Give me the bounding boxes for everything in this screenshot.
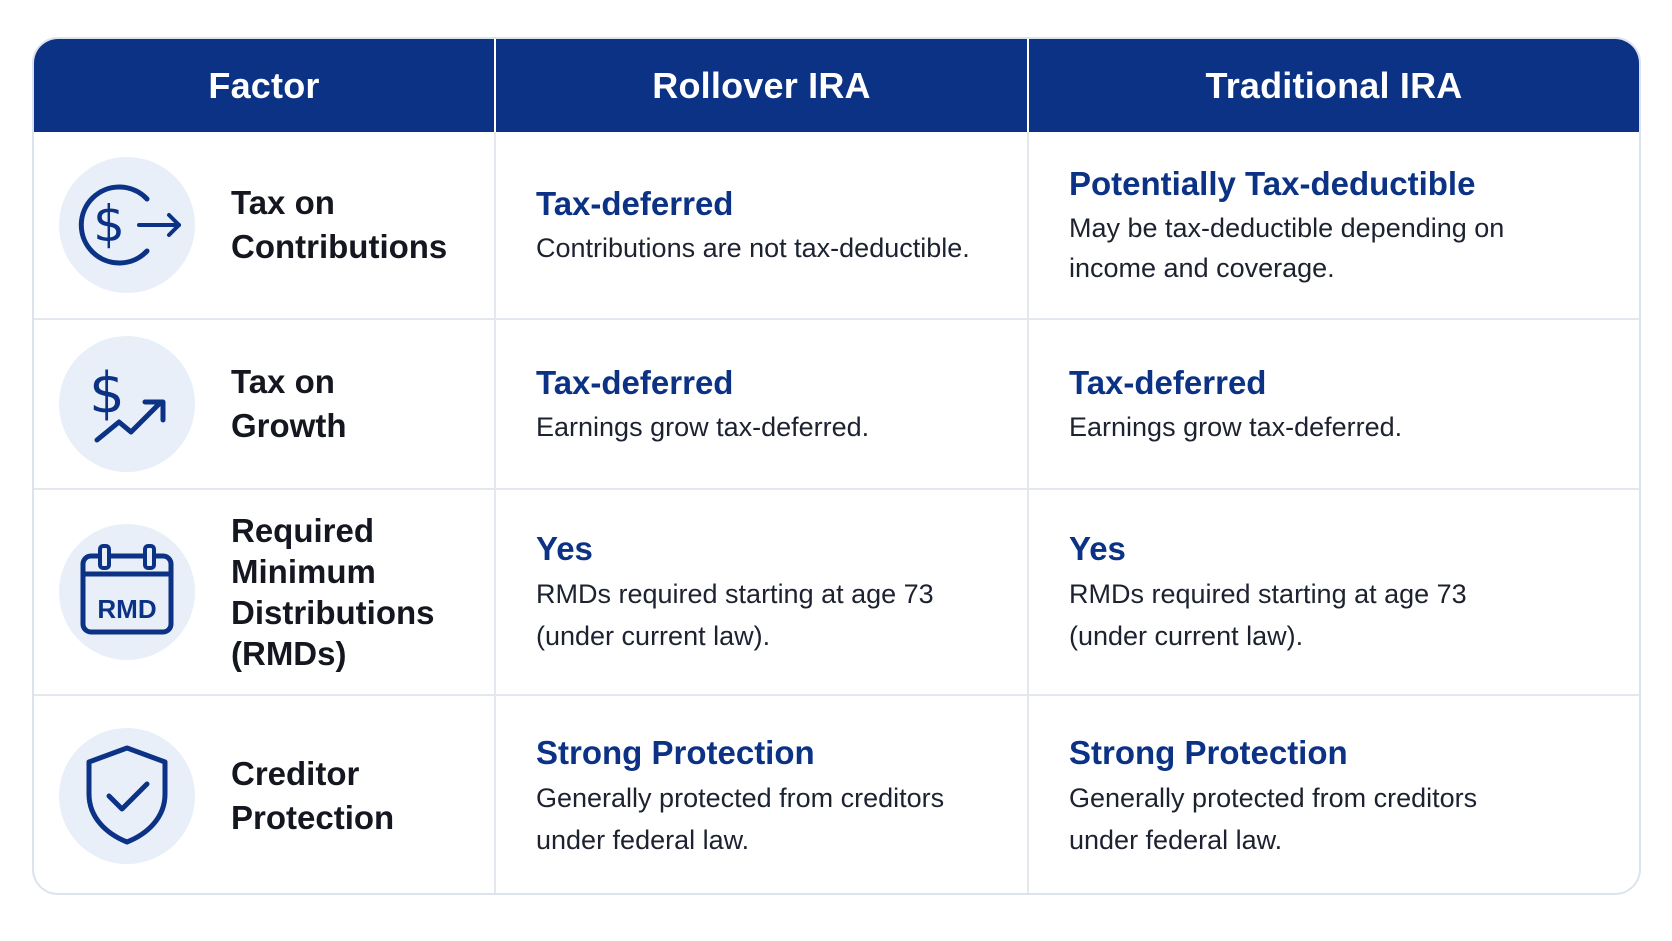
factor-label-line: Creditor — [231, 754, 360, 792]
description-line: under federal law. — [536, 824, 750, 855]
table-row: RMD Required Minimum Distributions (RMDs… — [34, 488, 1639, 694]
factor-label-line: Minimum — [231, 553, 376, 590]
factor-cell: $ Tax on Contributions — [34, 132, 496, 318]
dollar-growth-chart-icon: $ — [59, 336, 195, 472]
value-description: Contributions are not tax-deductible. — [536, 233, 970, 263]
factor-label: Tax on Contributions — [231, 181, 447, 269]
description-line: (under current law). — [1069, 621, 1304, 651]
factor-label-line: Growth — [231, 407, 347, 444]
factor-cell: RMD Required Minimum Distributions (RMDs… — [34, 490, 496, 694]
factor-label: Required Minimum Distributions (RMDs) — [231, 510, 435, 674]
factor-cell: Creditor Protection — [34, 696, 496, 893]
description-line: May be tax-deductible depending on — [1069, 213, 1505, 243]
value-title: Tax-deferred — [536, 364, 734, 401]
value-description: Generally protected from creditors under… — [536, 777, 1003, 861]
rollover-cell: Tax-deferred Earnings grow tax-deferred. — [496, 320, 1029, 488]
header-traditional-ira: Traditional IRA — [1205, 64, 1463, 106]
factor-label-line: Distributions — [231, 594, 435, 631]
factor-label-line: Tax on — [231, 363, 335, 400]
comparison-table: Factor Rollover IRA Traditional IRA $ Ta… — [32, 37, 1641, 895]
value-description: Earnings grow tax-deferred. — [536, 412, 870, 442]
description-line: Generally protected from creditors — [536, 782, 945, 813]
factor-label-line: Required — [231, 512, 375, 549]
value-description: RMDs required starting at age 73 (under … — [536, 573, 1003, 657]
svg-text:$: $ — [89, 361, 125, 426]
value-description: Earnings grow tax-deferred. — [1069, 412, 1403, 442]
header-rollover-ira: Rollover IRA — [496, 39, 1029, 132]
value-description: Generally protected from creditors under… — [1069, 777, 1615, 861]
dollar-arrow-icon: $ — [59, 157, 195, 293]
traditional-cell: Yes RMDs required starting at age 73 (un… — [1029, 490, 1639, 694]
table-header: Factor Rollover IRA Traditional IRA — [34, 39, 1639, 132]
table-row: $ Tax on Growth Tax-deferred Earnings gr… — [34, 318, 1639, 488]
rollover-cell: Tax-deferred Contributions are not tax-d… — [496, 132, 1029, 318]
rollover-cell: Strong Protection Generally protected fr… — [496, 696, 1029, 893]
factor-label-line: (RMDs) — [231, 635, 347, 672]
value-title: Tax-deferred — [536, 185, 734, 222]
table-row: $ Tax on Contributions Tax-deferred Cont… — [34, 132, 1639, 318]
description-line: under federal law. — [1069, 824, 1283, 855]
value-description: May be tax-deductible depending on incom… — [1069, 208, 1615, 288]
factor-label: Tax on Growth — [231, 360, 346, 448]
table-row: Creditor Protection Strong Protection Ge… — [34, 694, 1639, 893]
traditional-cell: Potentially Tax-deductible May be tax-de… — [1029, 132, 1639, 318]
value-title: Strong Protection — [536, 733, 815, 771]
description-line: Generally protected from creditors — [1069, 782, 1478, 813]
traditional-cell: Strong Protection Generally protected fr… — [1029, 696, 1639, 893]
shield-check-icon — [59, 727, 195, 864]
traditional-cell: Tax-deferred Earnings grow tax-deferred. — [1029, 320, 1639, 488]
value-title: Yes — [536, 530, 593, 567]
description-line: (under current law). — [536, 621, 771, 651]
factor-label: Creditor Protection — [231, 752, 394, 840]
svg-text:$: $ — [93, 195, 125, 253]
calendar-rmd-icon: RMD — [59, 524, 195, 660]
factor-label-line: Tax on — [231, 184, 335, 221]
value-title: Strong Protection — [1069, 733, 1348, 771]
description-line: RMDs required starting at age 73 — [536, 579, 934, 609]
value-title: Tax-deferred — [1069, 364, 1267, 401]
value-title: Yes — [1069, 530, 1126, 567]
value-title: Potentially Tax-deductible — [1069, 165, 1476, 202]
factor-label-line: Contributions — [231, 228, 448, 265]
description-line: RMDs required starting at age 73 — [1069, 579, 1467, 609]
value-description: RMDs required starting at age 73 (under … — [1069, 573, 1615, 657]
rollover-cell: Yes RMDs required starting at age 73 (un… — [496, 490, 1029, 694]
factor-label-line: Protection — [231, 798, 395, 836]
rmd-icon-text: RMD — [97, 594, 156, 624]
header-factor: Factor — [34, 39, 496, 132]
description-line: income and coverage. — [1069, 253, 1335, 283]
factor-cell: $ Tax on Growth — [34, 320, 496, 488]
